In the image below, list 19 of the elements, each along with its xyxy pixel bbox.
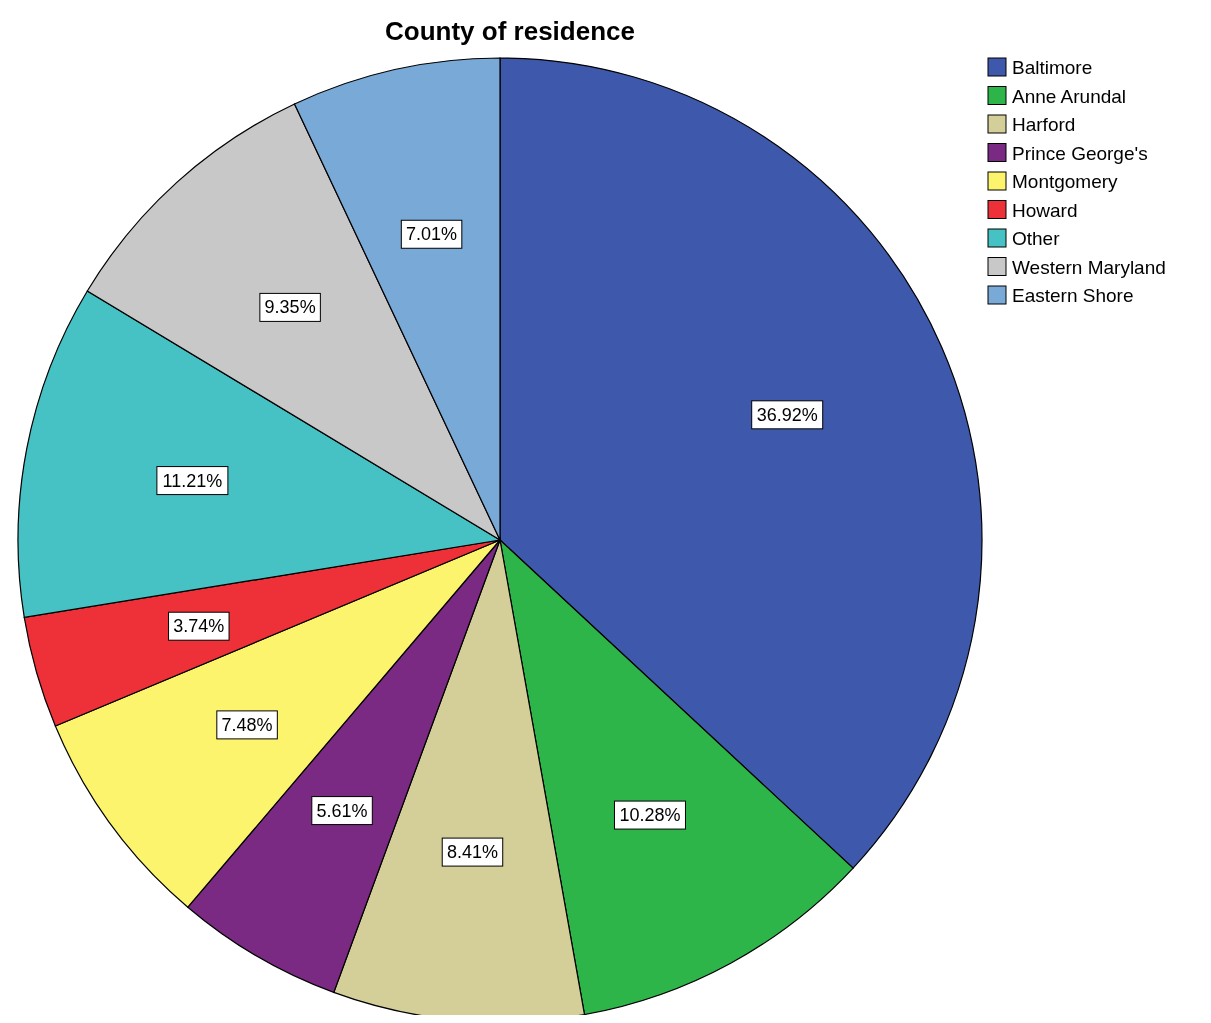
legend-label: Howard <box>1012 199 1078 221</box>
data-label: 3.74% <box>173 616 225 637</box>
legend-label: Anne Arundal <box>1012 85 1127 107</box>
data-label: 8.41% <box>446 842 498 863</box>
legend-label: Montgomery <box>1012 171 1119 192</box>
data-label: 9.35% <box>264 297 316 318</box>
legend-label: Eastern Shore <box>1012 285 1134 306</box>
data-label: 10.28% <box>619 805 681 826</box>
data-label: 11.21% <box>162 470 223 491</box>
data-label: 36.92% <box>756 404 818 425</box>
chart-title: County of residence <box>385 16 635 46</box>
legend-label: Prince George's <box>1012 142 1148 164</box>
legend-label: Other <box>1012 228 1061 249</box>
legend-label: Harford <box>1012 114 1076 135</box>
data-label: 5.61% <box>316 800 368 821</box>
legend-label: Western Maryland <box>1012 256 1166 278</box>
legend-label: Baltimore <box>1012 57 1093 78</box>
data-label: 7.01% <box>406 224 458 245</box>
data-label: 7.48% <box>221 714 273 735</box>
